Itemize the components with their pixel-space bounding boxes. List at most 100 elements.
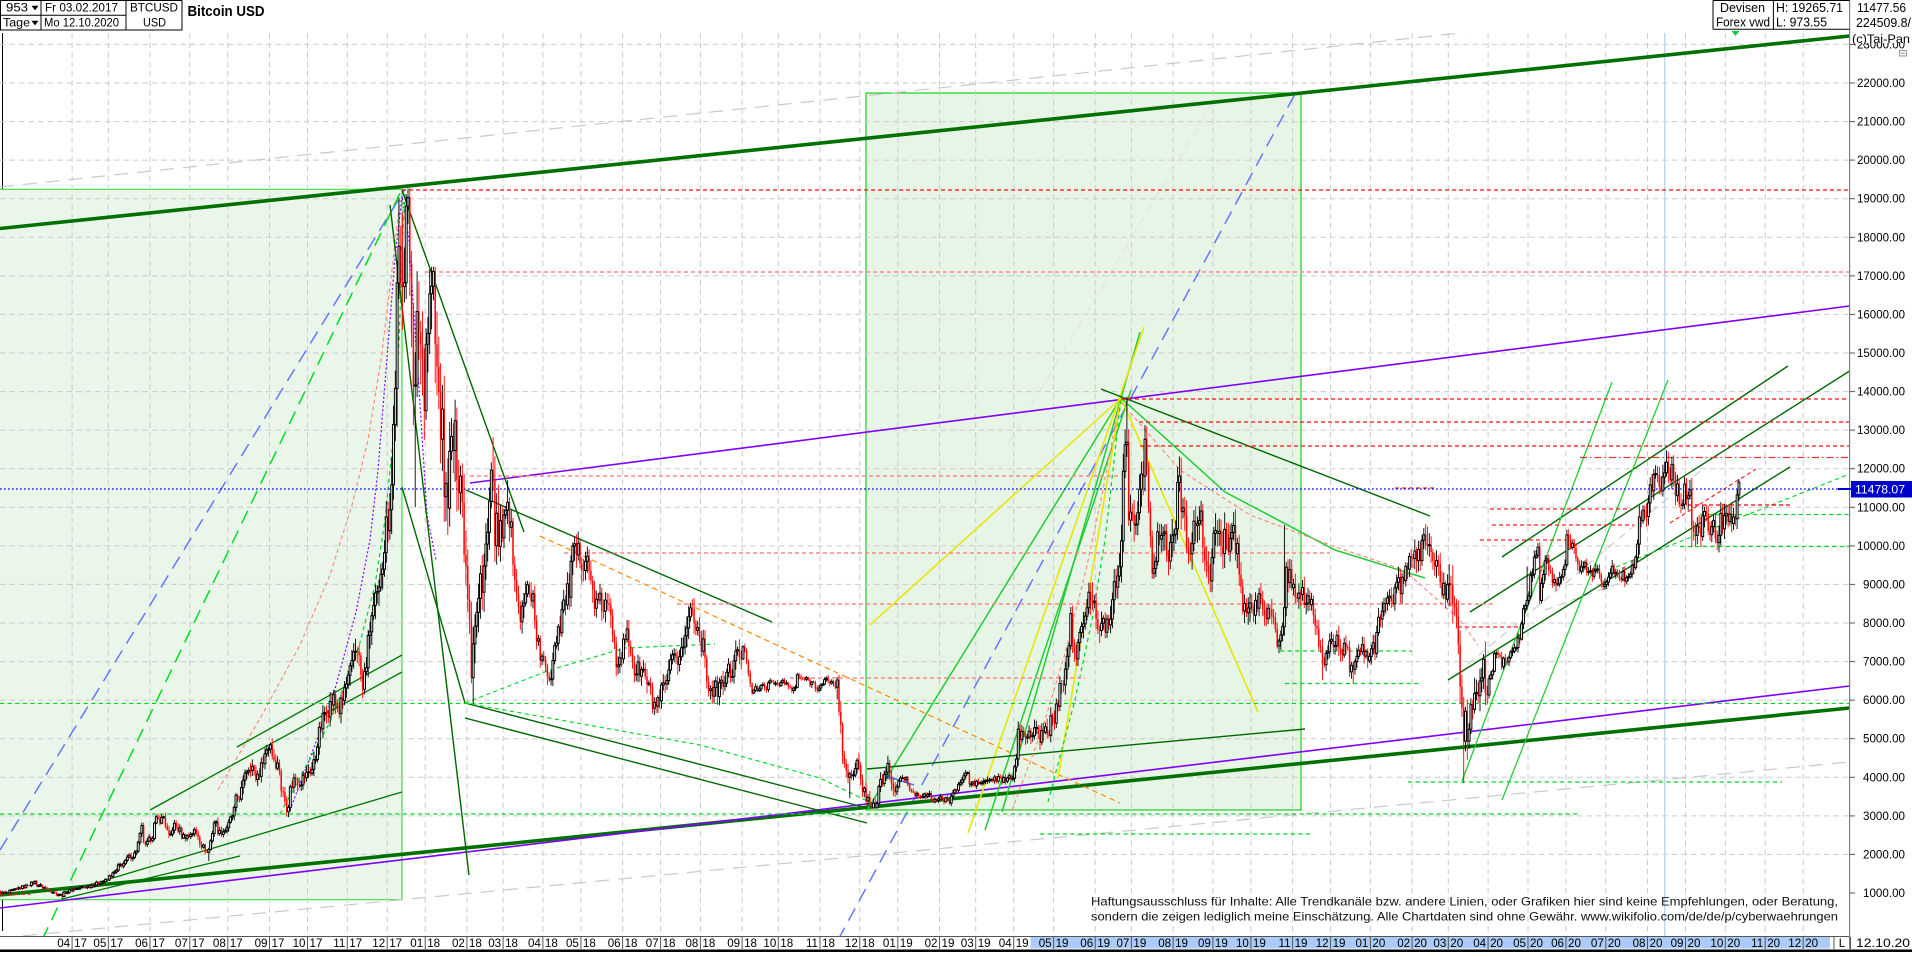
svg-text:07: 07 (646, 937, 659, 950)
svg-text:18: 18 (862, 937, 875, 950)
svg-text:19: 19 (1295, 937, 1308, 950)
svg-text:7000.00: 7000.00 (1863, 656, 1905, 669)
svg-text:13000.00: 13000.00 (1857, 424, 1905, 437)
svg-text:20: 20 (1490, 937, 1503, 950)
svg-text:05: 05 (1039, 937, 1052, 950)
svg-text:H: 19265.71: H: 19265.71 (1776, 1, 1843, 15)
svg-text:Devisen: Devisen (1720, 1, 1765, 15)
svg-text:16000.00: 16000.00 (1857, 308, 1905, 321)
svg-text:04: 04 (1473, 937, 1486, 950)
svg-text:09: 09 (1198, 937, 1211, 950)
svg-text:19: 19 (1056, 937, 1069, 950)
svg-text:11: 11 (1279, 937, 1291, 950)
svg-text:17: 17 (389, 937, 402, 950)
svg-text:18: 18 (583, 937, 596, 950)
svg-text:2000.00: 2000.00 (1863, 848, 1905, 861)
svg-text:17: 17 (74, 937, 87, 950)
svg-text:20: 20 (1688, 937, 1701, 950)
svg-text:17000.00: 17000.00 (1857, 270, 1905, 283)
svg-text:18: 18 (822, 937, 835, 950)
svg-text:BTCUSD: BTCUSD (130, 1, 178, 15)
svg-text:03: 03 (1433, 937, 1446, 950)
svg-text:07: 07 (1116, 937, 1129, 950)
svg-text:L: 973.55: L: 973.55 (1776, 16, 1827, 30)
svg-text:10000.00: 10000.00 (1857, 540, 1905, 553)
svg-text:22000.00: 22000.00 (1857, 77, 1905, 90)
svg-text:19: 19 (1133, 937, 1146, 950)
svg-text:10: 10 (763, 937, 776, 950)
svg-text:08: 08 (1633, 937, 1646, 950)
svg-text:04: 04 (57, 937, 70, 950)
svg-text:18: 18 (427, 937, 440, 950)
svg-text:20: 20 (1727, 937, 1740, 950)
svg-text:06: 06 (135, 937, 148, 950)
svg-text:20: 20 (1450, 937, 1463, 950)
svg-text:02: 02 (1397, 937, 1410, 950)
svg-text:9000.00: 9000.00 (1863, 578, 1905, 591)
svg-text:07: 07 (1591, 937, 1604, 950)
svg-text:L: L (1839, 937, 1846, 950)
svg-text:20: 20 (1372, 937, 1385, 950)
svg-text:19: 19 (1215, 937, 1228, 950)
svg-text:11000.00: 11000.00 (1857, 501, 1905, 514)
svg-text:01: 01 (1355, 937, 1368, 950)
svg-text:10: 10 (293, 937, 306, 950)
svg-text:17: 17 (110, 937, 123, 950)
svg-text:USD: USD (143, 16, 166, 30)
svg-text:20: 20 (1530, 937, 1543, 950)
svg-text:19: 19 (1175, 937, 1188, 950)
svg-text:20: 20 (1650, 937, 1663, 950)
svg-text:17: 17 (349, 937, 362, 950)
svg-text:224509.8/: 224509.8/ (1856, 16, 1911, 30)
svg-text:08: 08 (685, 937, 698, 950)
svg-text:12: 12 (1316, 937, 1329, 950)
svg-text:17: 17 (192, 937, 205, 950)
svg-text:06: 06 (1080, 937, 1093, 950)
svg-text:19: 19 (900, 937, 913, 950)
svg-text:19: 19 (978, 937, 991, 950)
svg-text:11477.56: 11477.56 (1857, 1, 1906, 15)
svg-text:12.10.20: 12.10.20 (1856, 937, 1910, 950)
svg-text:Tage: Tage (3, 16, 30, 30)
svg-text:11: 11 (806, 937, 818, 950)
svg-text:3000.00: 3000.00 (1863, 810, 1905, 823)
svg-text:18: 18 (663, 937, 676, 950)
svg-text:20: 20 (1568, 937, 1581, 950)
svg-text:09: 09 (727, 937, 740, 950)
svg-text:12: 12 (1788, 937, 1801, 950)
svg-text:19: 19 (1333, 937, 1346, 950)
svg-text:Fr 03.02.2017: Fr 03.02.2017 (45, 1, 118, 15)
svg-text:01: 01 (883, 937, 896, 950)
svg-text:18000.00: 18000.00 (1857, 231, 1905, 244)
svg-text:07: 07 (175, 937, 188, 950)
svg-text:20: 20 (1608, 937, 1621, 950)
svg-text:02: 02 (925, 937, 938, 950)
svg-text:05: 05 (1513, 937, 1526, 950)
svg-text:Bitcoin USD: Bitcoin USD (188, 3, 265, 20)
svg-text:02: 02 (452, 937, 465, 950)
svg-text:953: 953 (6, 1, 28, 15)
svg-text:14000.00: 14000.00 (1857, 386, 1905, 399)
svg-text:17: 17 (310, 937, 323, 950)
svg-text:03: 03 (961, 937, 974, 950)
svg-text:18: 18 (780, 937, 793, 950)
svg-text:01: 01 (410, 937, 423, 950)
svg-text:20: 20 (1805, 937, 1818, 950)
svg-text:18: 18 (625, 937, 638, 950)
svg-text:05: 05 (566, 937, 579, 950)
svg-text:08: 08 (213, 937, 226, 950)
svg-text:17: 17 (230, 937, 243, 950)
svg-text:04: 04 (999, 937, 1012, 950)
svg-text:4000.00: 4000.00 (1863, 771, 1905, 784)
svg-text:18: 18 (469, 937, 482, 950)
svg-text:10: 10 (1710, 937, 1723, 950)
svg-text:04: 04 (528, 937, 541, 950)
svg-text:19: 19 (942, 937, 955, 950)
svg-text:1000.00: 1000.00 (1863, 887, 1905, 900)
svg-text:11: 11 (1751, 937, 1763, 950)
svg-text:06: 06 (1551, 937, 1564, 950)
svg-text:18: 18 (505, 937, 518, 950)
svg-text:09: 09 (255, 937, 268, 950)
svg-text:18: 18 (702, 937, 715, 950)
svg-text:19: 19 (1016, 937, 1029, 950)
